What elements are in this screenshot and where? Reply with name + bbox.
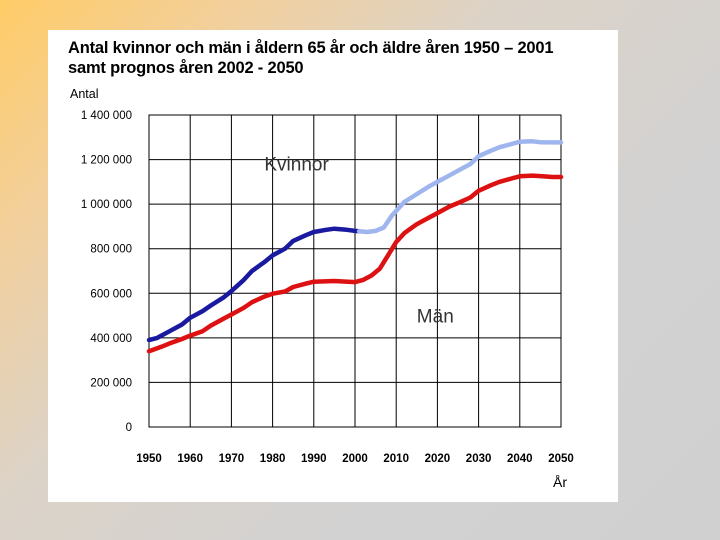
y-tick-label: 1 200 000 (81, 155, 132, 167)
x-tick-label: 1960 (177, 453, 203, 465)
x-tick-label: 2020 (425, 453, 451, 465)
y-tick-label: 1 400 000 (81, 110, 132, 122)
x-tick-label: 2050 (548, 453, 574, 465)
series-line-1 (356, 139, 564, 235)
chart-title-line1: Antal kvinnor och män i åldern 65 år och… (68, 39, 554, 57)
annotation-label: Män (417, 306, 454, 327)
x-tick-labels: 1950 1960 1970 1980 1990 2000 2010 2020 2030 2040… (136, 453, 574, 465)
y-tick-label: 200 000 (90, 377, 132, 389)
chart-title: Antal kvinnor och män i åldern 65 år och… (68, 38, 628, 78)
y-tick-label: 600 000 (90, 288, 132, 300)
y-tick-labels: 0 200 000 400 000 600 000 800 000 1 000 000 1 … (81, 110, 132, 434)
y-tick-label: 0 (126, 422, 132, 434)
annotations: Kvinnor Män (264, 155, 453, 328)
y-axis-label: Antal (70, 87, 99, 101)
x-tick-label: 1980 (260, 453, 286, 465)
x-tick-label: 2040 (507, 453, 533, 465)
y-gridlines (149, 159, 561, 383)
series-line-2 (146, 173, 564, 354)
x-tick-label: 2030 (466, 453, 492, 465)
series-line-0 (146, 226, 362, 343)
x-tick-label: 1990 (301, 453, 327, 465)
x-tick-label: 1950 (136, 453, 162, 465)
y-tick-label: 400 000 (90, 333, 132, 345)
x-tick-label: 2010 (383, 453, 409, 465)
series-lines (146, 139, 564, 354)
x-tick-label: 1970 (219, 453, 245, 465)
x-axis-label: År (553, 474, 567, 490)
x-gridlines (189, 115, 521, 427)
y-tick-label: 800 000 (90, 244, 132, 256)
annotation-label: Kvinnor (264, 155, 329, 176)
y-tick-label: 1 000 000 (81, 199, 132, 211)
chart-subtitle: samt prognos åren 2002 - 2050 (68, 59, 304, 77)
x-tick-label: 2000 (342, 453, 368, 465)
